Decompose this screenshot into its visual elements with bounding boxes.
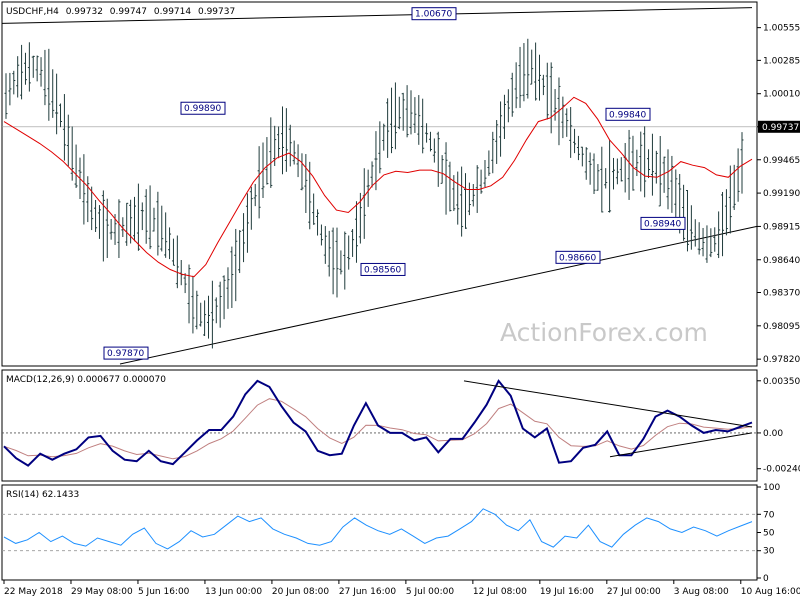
- watermark: ActionForex.com: [500, 318, 708, 347]
- annotation-box: [103, 346, 149, 360]
- price-axis-tick-label: 1.00555: [763, 24, 800, 34]
- annotation-label: 0.99840: [609, 110, 646, 120]
- macd-line: [3, 379, 753, 467]
- price-axis-tick-label: 0.99465: [763, 156, 800, 166]
- upper-trendline: [1, 7, 753, 24]
- price-panel-frame: [1, 1, 758, 367]
- price-axis-tick-label: 0.98370: [763, 288, 800, 298]
- macd-upper-trendline: [463, 380, 753, 428]
- price-axis-tick-label: 1.00010: [763, 90, 800, 100]
- price-axis-tick-label: 0.98095: [763, 322, 800, 332]
- price-title: USDCHF,H4 0.99732 0.99747 0.99714 0.9973…: [6, 7, 235, 17]
- x-axis-tick-label: 27 Jul 00:00: [607, 587, 661, 597]
- x-axis-tick-label: 20 Jun 08:00: [272, 587, 329, 597]
- price-axis-tick-label: 0.97820: [763, 355, 800, 365]
- moving-average-line: [3, 96, 753, 278]
- moving-average: [3, 96, 753, 278]
- rsi-layer: 100 70 50 30 0: [2, 483, 780, 584]
- price-bars: [4, 38, 744, 349]
- x-axis-tick-label: 5 Jul 00:00: [406, 587, 455, 597]
- macd-signal-line: [3, 398, 753, 460]
- annotation-box: [555, 250, 601, 264]
- x-axis-tick-label: 5 Jun 16:00: [138, 587, 190, 597]
- annotation-label: 0.97870: [107, 349, 144, 359]
- annotation-box: [640, 216, 686, 230]
- x-axis-tick-label: 29 May 08:00: [71, 587, 133, 597]
- annotation-label: 0.98660: [559, 253, 596, 263]
- annotation-label: 1.00670: [415, 10, 452, 20]
- x-axis-tick-label: 19 Jul 16:00: [540, 587, 594, 597]
- macd-axis-tick-label: 0.003509: [763, 377, 800, 387]
- macd-title: MACD(12,26,9) 0.000677 0.000070: [6, 375, 166, 385]
- annotation-box: [411, 7, 457, 21]
- rsi-axis-tick-label: 0: [763, 574, 769, 584]
- price-trendlines: [1, 7, 758, 365]
- current-price-label: 0.99737: [762, 123, 799, 133]
- macd-axis-tick-label: -0.002408: [763, 465, 800, 475]
- current-price-box: [758, 120, 800, 133]
- x-axis-tick-label: 22 May 2018: [4, 587, 63, 597]
- price-axis: 1.00555 1.00285 1.00010 0.99737 0.99465 0.991…: [757, 24, 800, 365]
- rsi-panel-frame: [1, 484, 758, 581]
- lower-trendline: [119, 225, 758, 365]
- x-axis-tick-label: 3 Aug 08:00: [674, 587, 729, 597]
- rsi-axis-tick-label: 100: [763, 483, 780, 493]
- x-axis: 22 May 2018 29 May 08:00 5 Jun 16:00 13 Jun…: [3, 580, 800, 597]
- price-annotations: 1.00670 0.99890 0.99840 0.98560 0.98660 0.989…: [103, 7, 686, 360]
- price-axis-tick-label: 0.98640: [763, 256, 800, 266]
- price-axis-tick-label: 1.00285: [763, 56, 800, 66]
- rsi-line: [3, 508, 753, 550]
- price-axis-tick-label: 0.99190: [763, 189, 800, 199]
- annotation-box: [360, 262, 406, 276]
- x-axis-tick-label: 13 Jun 00:00: [205, 587, 262, 597]
- x-axis-tick-label: 27 Jun 16:00: [339, 587, 396, 597]
- rsi-axis-tick-label: 50: [763, 529, 775, 539]
- macd-lower-trendline: [609, 432, 753, 458]
- rsi-axis-tick-label: 30: [763, 547, 775, 557]
- rsi-title: RSI(14) 62.1433: [6, 490, 79, 500]
- annotation-label: 0.99890: [184, 104, 221, 114]
- macd-axis-tick-label: 0.00: [763, 429, 783, 439]
- annotation-label: 0.98560: [364, 265, 401, 275]
- macd-layer: 0.003509 0.00 -0.002408: [2, 377, 800, 475]
- annotation-box: [180, 101, 226, 115]
- x-axis-tick-label: 10 Aug 16:00: [741, 587, 800, 597]
- macd-panel-frame: [1, 369, 758, 482]
- price-axis-tick-label: 0.98915: [763, 222, 800, 232]
- x-axis-tick-label: 12 Jul 08:00: [473, 587, 527, 597]
- annotation-label: 0.98940: [644, 219, 681, 229]
- annotation-box: [605, 107, 651, 121]
- rsi-axis-tick-label: 70: [763, 510, 775, 520]
